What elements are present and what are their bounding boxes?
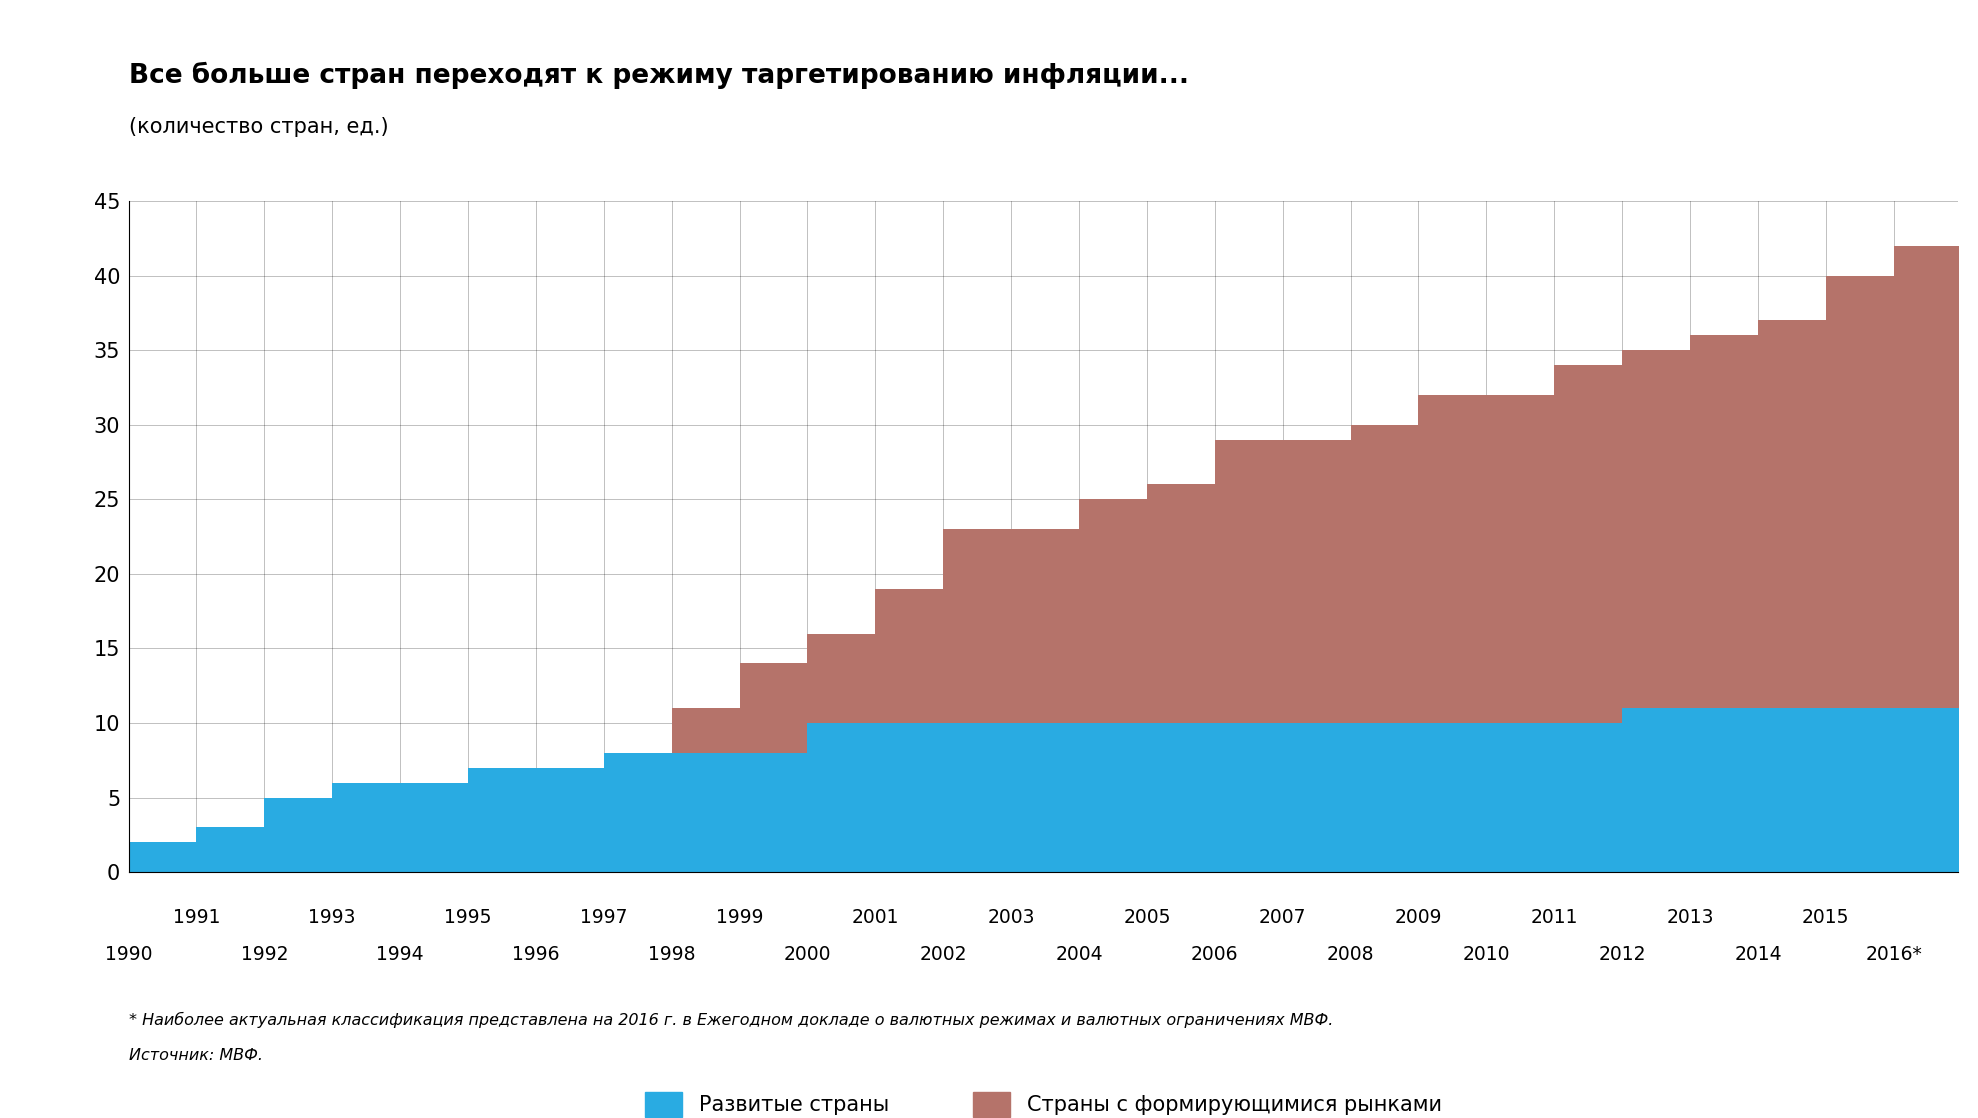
Text: (количество стран, ед.): (количество стран, ед.) xyxy=(129,117,388,138)
Text: 1998: 1998 xyxy=(649,945,696,964)
Text: 2014: 2014 xyxy=(1735,945,1782,964)
Text: 1991: 1991 xyxy=(172,908,220,927)
Text: 2006: 2006 xyxy=(1191,945,1238,964)
Text: 2000: 2000 xyxy=(783,945,831,964)
Text: 1990: 1990 xyxy=(105,945,152,964)
Text: 2012: 2012 xyxy=(1598,945,1646,964)
Text: 2002: 2002 xyxy=(920,945,967,964)
Text: Все больше стран переходят к режиму таргетированию инфляции...: Все больше стран переходят к режиму тарг… xyxy=(129,61,1189,88)
Text: 2007: 2007 xyxy=(1258,908,1305,927)
Text: 2010: 2010 xyxy=(1462,945,1509,964)
Text: 2008: 2008 xyxy=(1327,945,1375,964)
Text: Источник: МВФ.: Источник: МВФ. xyxy=(129,1048,263,1062)
Text: 2009: 2009 xyxy=(1394,908,1442,927)
Text: 2005: 2005 xyxy=(1124,908,1171,927)
Text: 1999: 1999 xyxy=(716,908,764,927)
Text: 1995: 1995 xyxy=(445,908,493,927)
Text: 1997: 1997 xyxy=(580,908,627,927)
Text: 2004: 2004 xyxy=(1054,945,1104,964)
Text: * Наиболее актуальная классификация представлена на 2016 г. в Ежегодном докладе : * Наиболее актуальная классификация пред… xyxy=(129,1012,1333,1027)
Text: 1992: 1992 xyxy=(241,945,289,964)
Text: 2015: 2015 xyxy=(1802,908,1849,927)
Text: 1993: 1993 xyxy=(309,908,356,927)
Text: 1996: 1996 xyxy=(512,945,560,964)
Text: 1994: 1994 xyxy=(376,945,423,964)
Text: 2016*: 2016* xyxy=(1865,945,1923,964)
Text: 2003: 2003 xyxy=(987,908,1034,927)
Text: 2011: 2011 xyxy=(1531,908,1578,927)
Legend: Развитые страны, Страны с формирующимися рынками: Развитые страны, Страны с формирующимися… xyxy=(645,1092,1442,1117)
Text: 2001: 2001 xyxy=(853,908,900,927)
Text: 2013: 2013 xyxy=(1665,908,1713,927)
